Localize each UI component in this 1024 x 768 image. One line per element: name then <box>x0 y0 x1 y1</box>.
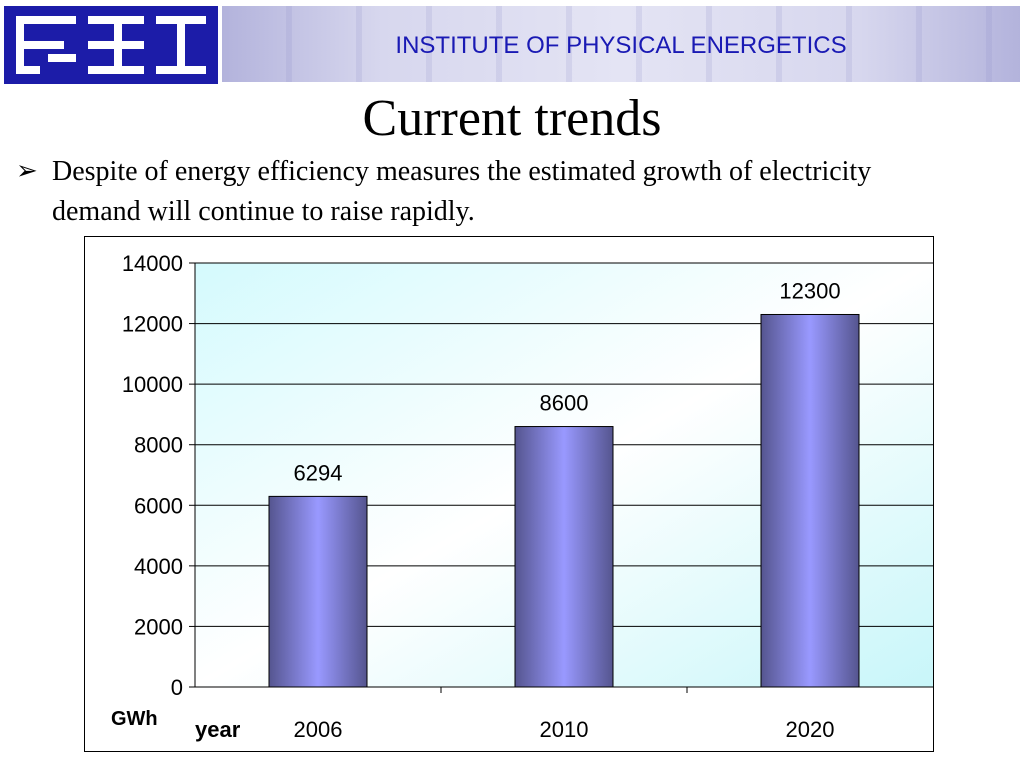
x-axis-label: year <box>195 717 241 742</box>
chart-frame: 0 2000 4000 6000 8000 10000 12000 14000 6294 2006… <box>84 236 934 752</box>
bar-2010 <box>514 426 614 688</box>
institute-name: INSTITUTE OF PHYSICAL ENERGETICS <box>395 32 847 59</box>
data-label-2010: 8600 <box>540 391 589 416</box>
y-tick-label: 4000 <box>134 554 183 579</box>
y-axis-label: GWh <box>111 708 158 730</box>
bullet-text: Despite of energy efficiency measures th… <box>52 156 872 227</box>
y-tick-label: 14000 <box>122 251 183 276</box>
x-tick-label: 2020 <box>786 717 835 742</box>
bar-2020 <box>760 313 860 688</box>
logo-mark-icon <box>4 6 218 84</box>
x-tick-label: 2006 <box>294 717 343 742</box>
institute-logo <box>4 6 218 84</box>
data-label-2020: 12300 <box>779 278 840 303</box>
slide-title: Current trends <box>362 90 662 147</box>
bar-2006 <box>268 495 368 688</box>
y-tick-label: 12000 <box>122 312 183 337</box>
y-tick-label: 2000 <box>134 614 183 639</box>
x-tick-label: 2010 <box>540 717 589 742</box>
data-label-2006: 6294 <box>294 460 343 485</box>
bar-chart: 0 2000 4000 6000 8000 10000 12000 14000 6294 2006… <box>111 251 933 742</box>
bullet-arrow-icon: ➢ <box>16 156 38 186</box>
y-tick-label: 8000 <box>134 433 183 458</box>
y-tick-label: 10000 <box>122 372 183 397</box>
y-tick-label: 6000 <box>134 493 183 518</box>
y-tick-label: 0 <box>171 675 183 700</box>
header-bar <box>222 6 1020 82</box>
